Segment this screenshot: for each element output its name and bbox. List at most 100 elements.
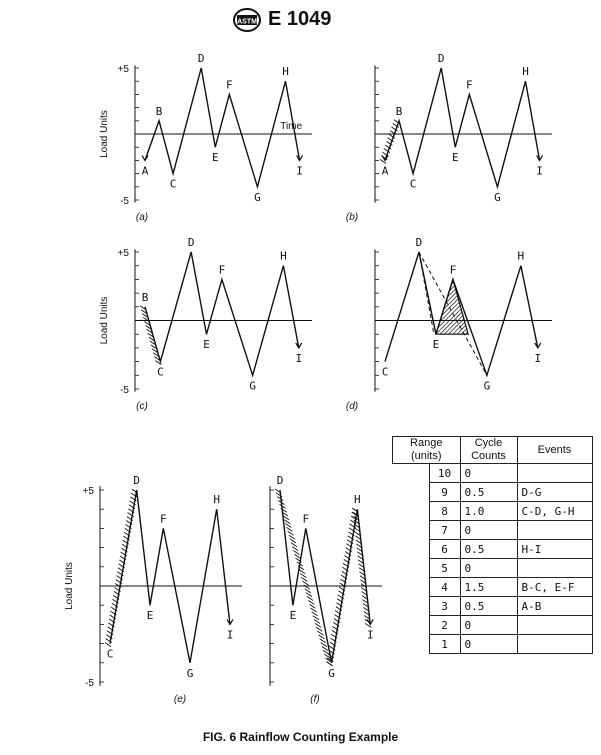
- load-history-line: [144, 251, 300, 378]
- point-label-d: D: [416, 236, 423, 249]
- table-cell-cycles: 0.5: [459, 596, 518, 616]
- minus-five-label: -5: [85, 678, 94, 689]
- point-label-i: I: [535, 352, 542, 365]
- table-cell-cycles: 1.0: [459, 501, 518, 521]
- load-history-line: [109, 489, 231, 663]
- table-header-row: Range (units) Cycle Counts Events: [392, 436, 593, 464]
- table-cell-events: H-I: [516, 539, 593, 559]
- point-label-i: I: [536, 164, 543, 177]
- point-label-g: G: [484, 379, 491, 392]
- point-label-i: I: [227, 628, 234, 641]
- table-cell-range: 5: [428, 558, 461, 578]
- point-label-d: D: [133, 474, 140, 487]
- table-row: 4 1.5 B-C, E-F: [393, 577, 593, 597]
- minus-five-label: -5: [120, 385, 129, 396]
- table-spacer: [393, 559, 430, 578]
- panel-d: C D E F G H I (d): [330, 236, 560, 420]
- plus-five-label: +5: [83, 486, 95, 497]
- table-cell-events: [516, 463, 593, 483]
- point-label-c: C: [410, 178, 417, 191]
- point-label-f: F: [219, 263, 226, 276]
- end-arrow: [295, 342, 303, 350]
- point-label-d: D: [188, 236, 195, 249]
- point-label-c: C: [157, 366, 164, 379]
- table-cell-range: 9: [428, 482, 461, 502]
- load-history-line: [144, 67, 301, 190]
- point-label-c: C: [107, 648, 114, 661]
- start-arrow: [141, 155, 149, 162]
- page-header: ASTM E 1049: [0, 6, 601, 34]
- end-arrow: [296, 155, 304, 162]
- point-label-f: F: [226, 78, 233, 91]
- point-label-d: D: [438, 52, 445, 65]
- point-label-g: G: [187, 667, 194, 680]
- table-row: 8 1.0 C-D, G-H: [393, 501, 593, 521]
- cycle-counts-header: Cycle Counts: [459, 436, 518, 464]
- table-spacer: [393, 540, 430, 559]
- document-number: E 1049: [268, 8, 332, 30]
- panel-a: +5 -5 Load Units Time A B C D E F G H I (a): [90, 52, 320, 231]
- table-cell-range: 8: [428, 501, 461, 521]
- svg-text:ASTM: ASTM: [237, 19, 257, 26]
- rainflow-hatch-c-d: [104, 488, 138, 647]
- point-label-b: B: [396, 105, 403, 118]
- point-label-e: E: [212, 151, 219, 164]
- time-label: Time: [280, 121, 302, 132]
- table-row: 10 0: [393, 463, 593, 483]
- table-cell-events: B-C, E-F: [516, 577, 593, 597]
- panel-letter-c: (c): [136, 401, 148, 412]
- panel-letter-a: (a): [136, 212, 148, 223]
- table-cell-cycles: 0: [459, 558, 518, 578]
- point-label-g: G: [249, 379, 256, 392]
- point-label-e: E: [433, 338, 440, 351]
- table-spacer: [393, 521, 430, 540]
- astm-logo: ASTM: [233, 8, 261, 32]
- table-cell-events: C-D, G-H: [516, 501, 593, 521]
- point-label-c: C: [170, 178, 177, 191]
- panel-f-plot: D E F G H I (f): [269, 474, 382, 705]
- table-spacer: [393, 464, 430, 483]
- end-arrow: [366, 619, 374, 626]
- table-cell-cycles: 0.5: [459, 539, 518, 559]
- table-cell-range: 10: [428, 463, 461, 483]
- panel-letter-e: (e): [174, 694, 186, 705]
- table-cell-range: 7: [428, 520, 461, 540]
- table-cell-range: 6: [428, 539, 461, 559]
- point-label-d: D: [277, 474, 284, 487]
- table-cell-cycles: 1.5: [459, 577, 518, 597]
- figure-caption: FIG. 6 Rainflow Counting Example: [202, 730, 399, 744]
- load-history-line: [384, 67, 541, 190]
- panel-letter-b: (b): [346, 212, 358, 223]
- point-label-i: I: [367, 628, 374, 641]
- point-label-a: A: [142, 164, 149, 177]
- table-spacer: [393, 483, 430, 502]
- point-label-g: G: [494, 191, 501, 204]
- table-cell-range: 3: [428, 596, 461, 616]
- point-label-h: H: [354, 493, 361, 506]
- table-cell-events: [516, 520, 593, 540]
- table-cell-events: [516, 634, 593, 654]
- panel-b-plot: A B C D E F G H I (b): [346, 52, 552, 223]
- rainflow-hatch-a-b: [379, 119, 401, 164]
- table-cell-range: 4: [428, 577, 461, 597]
- table-cell-cycles: 0: [459, 520, 518, 540]
- point-label-h: H: [518, 250, 525, 263]
- point-label-h: H: [282, 65, 289, 78]
- panel-e-plot: +5 -5 Load Units C D E F G H I (e): [64, 474, 242, 705]
- minus-five-label: -5: [120, 196, 129, 207]
- point-label-h: H: [522, 65, 529, 78]
- table-cell-cycles: 0.5: [459, 482, 518, 502]
- rainflow-hatch-g-h: [326, 507, 359, 667]
- point-label-e: E: [203, 338, 210, 351]
- end-arrow: [536, 155, 544, 162]
- table-cell-cycles: 0: [459, 634, 518, 654]
- panel-c-plot: +5 -5 Load Units B C D E F G H I (c): [99, 236, 312, 412]
- table-cell-events: [516, 558, 593, 578]
- range-header: Range (units): [392, 436, 461, 464]
- table-spacer: [393, 578, 430, 597]
- panel-letter-f: (f): [310, 694, 319, 705]
- end-arrow: [226, 619, 234, 626]
- events-header: Events: [516, 436, 593, 464]
